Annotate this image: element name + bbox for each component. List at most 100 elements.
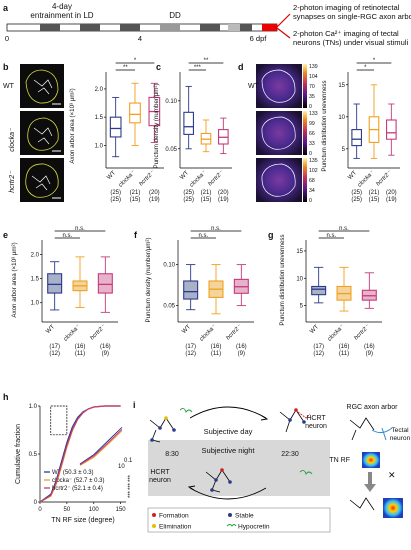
sig-label: *** [128, 490, 134, 498]
legend-label-2: hcrtr2⁻ (52.1 ± 0.4) [52, 486, 103, 492]
hcrtr2-row-label: hcrtr2⁻ [9, 170, 16, 193]
n-label-2: (25) [183, 197, 194, 203]
n-label-2: (9) [102, 351, 109, 357]
n-label-1: (20) [149, 190, 160, 196]
x-tick-label: 100 [89, 507, 100, 513]
n-label-1: (17) [185, 344, 196, 350]
colorbar-wt [303, 64, 307, 108]
x-tick-label: clocka⁻ [63, 324, 82, 343]
n-label-2: (11) [75, 351, 85, 357]
colorbar-tick-label: 99 [309, 121, 315, 127]
outcome-2-line2: neurons (TNs) under visual stimuli [293, 38, 409, 47]
y-tick-label: 0.10 [165, 99, 177, 105]
n-label-1: (25) [351, 190, 362, 196]
arbor-right [279, 408, 311, 433]
legend-elimination: Elimination [159, 524, 192, 531]
x-tick-label: 0 [38, 507, 42, 513]
chart-panel-e: e 1.0 1.5 2.0 Axon arbor area (×10³ μm²) WT (1… [3, 226, 118, 357]
sig-label-1: ** [123, 65, 128, 71]
y-axis-label: Punctum distribution unevenness [321, 80, 328, 171]
n-label-1: (16) [364, 344, 375, 350]
arbor-left [149, 407, 193, 443]
panel-b-images: b WT clocka⁻ hcrtr2⁻ [3, 62, 64, 202]
n-label-2: (12) [313, 351, 324, 357]
outcome-2-line1: 2-photon Ca²⁺ imaging of tectal [293, 29, 399, 38]
panel-b-label: b [3, 62, 9, 72]
outcome-1-line2: synapses on single-RGC axon arbor [293, 12, 411, 21]
colorbar-tick-label: 35 [309, 94, 315, 100]
y-tick-label: 15 [338, 83, 345, 89]
y-axis-label: Cumulative fraction [15, 424, 22, 484]
x-tick-label: WT [106, 170, 117, 181]
heatmap-clocka [256, 111, 302, 155]
x-tick-label: WT [181, 324, 192, 335]
sig-label-2: n.s. [75, 226, 85, 232]
dd-label: DD [169, 11, 181, 20]
wt-row-label: WT [3, 83, 15, 90]
colorbar-tick-label: 33 [309, 141, 315, 147]
n-label-1: (25) [183, 190, 194, 196]
n-label-2: (25) [110, 197, 121, 203]
cycle-arrow-bottom [189, 487, 267, 500]
y-tick-label: 1.0 [29, 404, 38, 410]
chart-panel-f: f 0.05 0.10 Punctum density (number/μm²) WT (… [134, 226, 254, 357]
micrograph-clocka [20, 111, 64, 155]
y-axis-label: Axon arbor area (×10³ μm²) [11, 242, 18, 317]
colorbar-tick-label: 34 [309, 188, 315, 194]
y-tick-label: 0.05 [163, 304, 175, 310]
chart-panel-d: 5 10 15 Punctum distribution unevenness WT (2… [321, 58, 400, 203]
colorbar-hcrtr2 [303, 158, 307, 202]
entrainment-label-line2: entrainment in LD [30, 11, 93, 20]
inset-line-1 [79, 430, 123, 466]
panel-d-label: d [238, 62, 244, 72]
n-label-1: (21) [130, 190, 141, 196]
sig-label-1: n.s. [198, 233, 208, 239]
y-axis-label: Punctum density (number/μm²) [145, 237, 152, 322]
n-label-1: (16) [75, 344, 86, 350]
y-tick-label: 0 [34, 500, 38, 506]
colorbar-tick-label: 0 [309, 104, 312, 110]
colorbar-tick-label: 70 [309, 84, 315, 90]
hcrt-neuron-label-left-2: neuron [149, 477, 171, 484]
legend-label-0: WT (50.3 ± 0.3) [52, 470, 94, 476]
n-label-2: (15) [201, 197, 212, 203]
y-tick-label: 0.05 [165, 147, 177, 153]
chart-panel-b: 1.0 1.5 2.0 Axon arbor area (×10³ μm²) WT (25… [69, 58, 164, 203]
x-tick-label: 150 [116, 507, 127, 513]
arrow-down [276, 27, 291, 39]
x-axis-label: TN RF size (degree) [51, 517, 114, 524]
sig-label-2: ** [204, 58, 209, 64]
panel-h-label: h [3, 392, 9, 402]
subjective-day-label: Subjective day [204, 427, 253, 436]
n-label-2: (12) [49, 351, 60, 357]
sig-label-1: n.s. [62, 233, 72, 239]
x-mark-icon: ✕ [388, 470, 396, 480]
box-2 [386, 119, 397, 140]
x-tick-label: hcrtr2⁻ [138, 170, 156, 188]
n-label-2: (9) [238, 351, 245, 357]
panel-c-label: c [156, 62, 161, 72]
x-tick-label: clocka⁻ [357, 170, 376, 189]
n-label-2: (19) [386, 197, 397, 203]
time-830: 8:30 [165, 451, 179, 458]
n-label-1: (17) [49, 344, 60, 350]
sig-label-1: n.s. [326, 233, 336, 239]
x-tick-label: hcrtr2⁻ [375, 170, 393, 188]
legend-formation: Formation [159, 513, 189, 520]
n-label-2: (9) [366, 351, 373, 357]
colorbar-tick-label: 68 [309, 178, 315, 184]
n-label-1: (16) [211, 344, 222, 350]
tn-rf-label: TN RF [329, 457, 350, 464]
chart-panel-c: c 0.05 0.10 Punctum density (number/μm²) WT (… [153, 58, 232, 203]
legend-hypocretin: Hypocretin [238, 524, 270, 531]
sig-label-1: *** [194, 65, 202, 71]
inset-scale-y: 0.1 [124, 458, 133, 464]
n-label-1: (16) [339, 344, 350, 350]
hcrt-neuron-label-left-1: HCRT [150, 469, 170, 476]
y-tick-label: 2.0 [31, 252, 40, 258]
sig-label: *** [128, 482, 134, 490]
chart-panel-g: g 5 10 15 Punctum distribution unevenness WT (… [268, 226, 382, 357]
colorbar-tick-label: 133 [309, 111, 318, 117]
colorbar-tick-label: 0 [309, 198, 312, 204]
